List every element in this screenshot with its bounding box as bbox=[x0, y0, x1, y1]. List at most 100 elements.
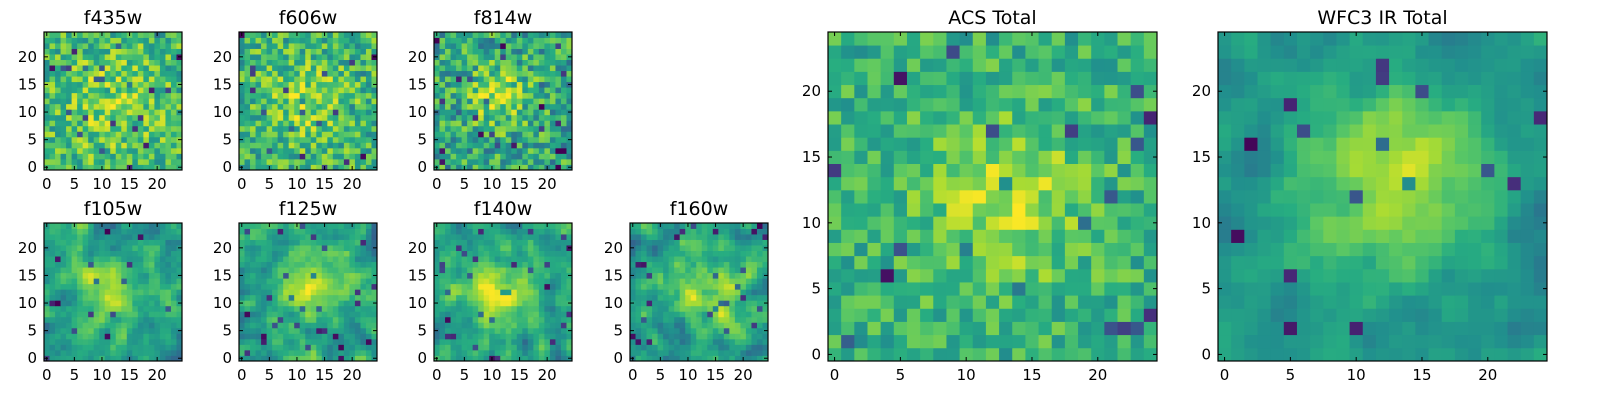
heatmap-cell bbox=[316, 349, 323, 356]
heatmap-cell bbox=[461, 147, 468, 154]
heatmap-cell bbox=[255, 59, 262, 66]
heatmap-cell bbox=[360, 43, 367, 49]
heatmap-cell bbox=[456, 153, 462, 160]
heatmap-cell bbox=[266, 59, 273, 66]
y-tick-label: 0 bbox=[417, 349, 427, 367]
heatmap-cell bbox=[828, 295, 842, 309]
heatmap-cell bbox=[360, 32, 367, 38]
heatmap-cell bbox=[321, 37, 328, 44]
heatmap-cell bbox=[712, 289, 719, 296]
heatmap-cell bbox=[461, 228, 468, 235]
heatmap-cell bbox=[1038, 347, 1053, 362]
heatmap-cell bbox=[1143, 176, 1158, 191]
heatmap-cell bbox=[445, 300, 451, 307]
heatmap-cell bbox=[646, 344, 653, 351]
heatmap-cell bbox=[299, 256, 306, 263]
heatmap-cell bbox=[176, 65, 183, 72]
heatmap-cell bbox=[277, 250, 284, 257]
heatmap-cell bbox=[143, 43, 150, 49]
heatmap-cell bbox=[360, 103, 367, 110]
heatmap-cell bbox=[483, 87, 490, 94]
heatmap-cell bbox=[93, 70, 100, 77]
heatmap-cell bbox=[288, 131, 295, 138]
heatmap-cell bbox=[49, 267, 56, 274]
heatmap-cell bbox=[44, 344, 50, 351]
heatmap-cell bbox=[371, 65, 378, 72]
heatmap-cell bbox=[522, 283, 529, 290]
heatmap-cell bbox=[60, 54, 67, 60]
heatmap-cell bbox=[261, 37, 267, 44]
heatmap-cell bbox=[244, 142, 251, 149]
heatmap-cell bbox=[277, 54, 284, 60]
heatmap-cell bbox=[1064, 334, 1079, 349]
heatmap-cell bbox=[365, 98, 372, 105]
y-tick-label: 15 bbox=[18, 266, 37, 284]
heatmap-cell bbox=[478, 142, 485, 149]
heatmap-cell bbox=[255, 43, 262, 49]
heatmap-cell bbox=[555, 48, 562, 55]
heatmap-cell bbox=[126, 131, 133, 138]
heatmap-cell bbox=[77, 322, 84, 329]
heatmap-cell bbox=[159, 261, 166, 268]
heatmap-cell bbox=[635, 256, 642, 263]
heatmap-cell bbox=[272, 327, 279, 334]
heatmap-cell bbox=[1012, 163, 1026, 178]
heatmap-cell bbox=[734, 327, 741, 334]
heatmap-cell bbox=[354, 65, 361, 72]
heatmap-cell bbox=[327, 92, 334, 99]
heatmap-cell bbox=[132, 81, 139, 88]
heatmap-cell bbox=[239, 283, 245, 290]
heatmap-cell bbox=[332, 300, 339, 307]
heatmap-cell bbox=[445, 48, 451, 55]
heatmap-cell bbox=[305, 43, 312, 49]
heatmap-cell bbox=[354, 333, 361, 340]
heatmap-cell bbox=[354, 32, 361, 38]
heatmap-cell bbox=[338, 158, 345, 165]
heatmap-cell bbox=[538, 338, 545, 345]
heatmap-cell bbox=[652, 267, 658, 274]
heatmap-cell bbox=[126, 327, 133, 334]
heatmap-cell bbox=[110, 54, 117, 60]
heatmap-cell bbox=[316, 136, 323, 143]
heatmap-cell bbox=[266, 283, 273, 290]
heatmap-cell bbox=[77, 239, 84, 246]
heatmap-cell bbox=[1130, 189, 1145, 204]
heatmap-cell bbox=[299, 153, 306, 160]
heatmap-cell bbox=[630, 250, 636, 257]
heatmap-cell bbox=[880, 242, 895, 257]
heatmap-cell bbox=[49, 59, 56, 66]
heatmap-cell bbox=[946, 163, 960, 178]
heatmap-cell bbox=[360, 76, 367, 83]
heatmap-cell bbox=[77, 223, 84, 229]
heatmap-cell bbox=[439, 300, 446, 307]
heatmap-cell bbox=[489, 120, 496, 127]
heatmap-cell bbox=[445, 98, 451, 105]
heatmap-cell bbox=[332, 294, 339, 301]
heatmap-cell bbox=[338, 87, 345, 94]
heatmap-cell bbox=[305, 300, 312, 307]
heatmap-cell bbox=[467, 300, 474, 307]
heatmap-cell bbox=[170, 338, 177, 345]
heatmap-cell bbox=[494, 158, 501, 165]
heatmap-cell bbox=[165, 234, 172, 240]
heatmap-cell bbox=[566, 120, 573, 127]
heatmap-cell bbox=[1051, 308, 1066, 322]
heatmap-cell bbox=[635, 245, 642, 251]
heatmap-cell bbox=[893, 268, 908, 283]
heatmap-cell bbox=[310, 245, 317, 251]
heatmap-cell bbox=[354, 283, 361, 290]
heatmap-cell bbox=[538, 305, 545, 312]
heatmap-cell bbox=[332, 43, 339, 49]
heatmap-cell bbox=[250, 278, 256, 285]
heatmap-cell bbox=[527, 228, 534, 235]
heatmap-cell bbox=[71, 239, 78, 246]
heatmap-cell bbox=[489, 283, 496, 290]
heatmap-cell bbox=[66, 228, 72, 235]
heatmap-cell bbox=[467, 147, 474, 154]
heatmap-cell bbox=[60, 228, 67, 235]
heatmap-cell bbox=[165, 98, 172, 105]
heatmap-cell bbox=[867, 255, 882, 270]
heatmap-cell bbox=[332, 305, 339, 312]
heatmap-cell bbox=[434, 261, 440, 268]
heatmap-cell bbox=[566, 98, 573, 105]
